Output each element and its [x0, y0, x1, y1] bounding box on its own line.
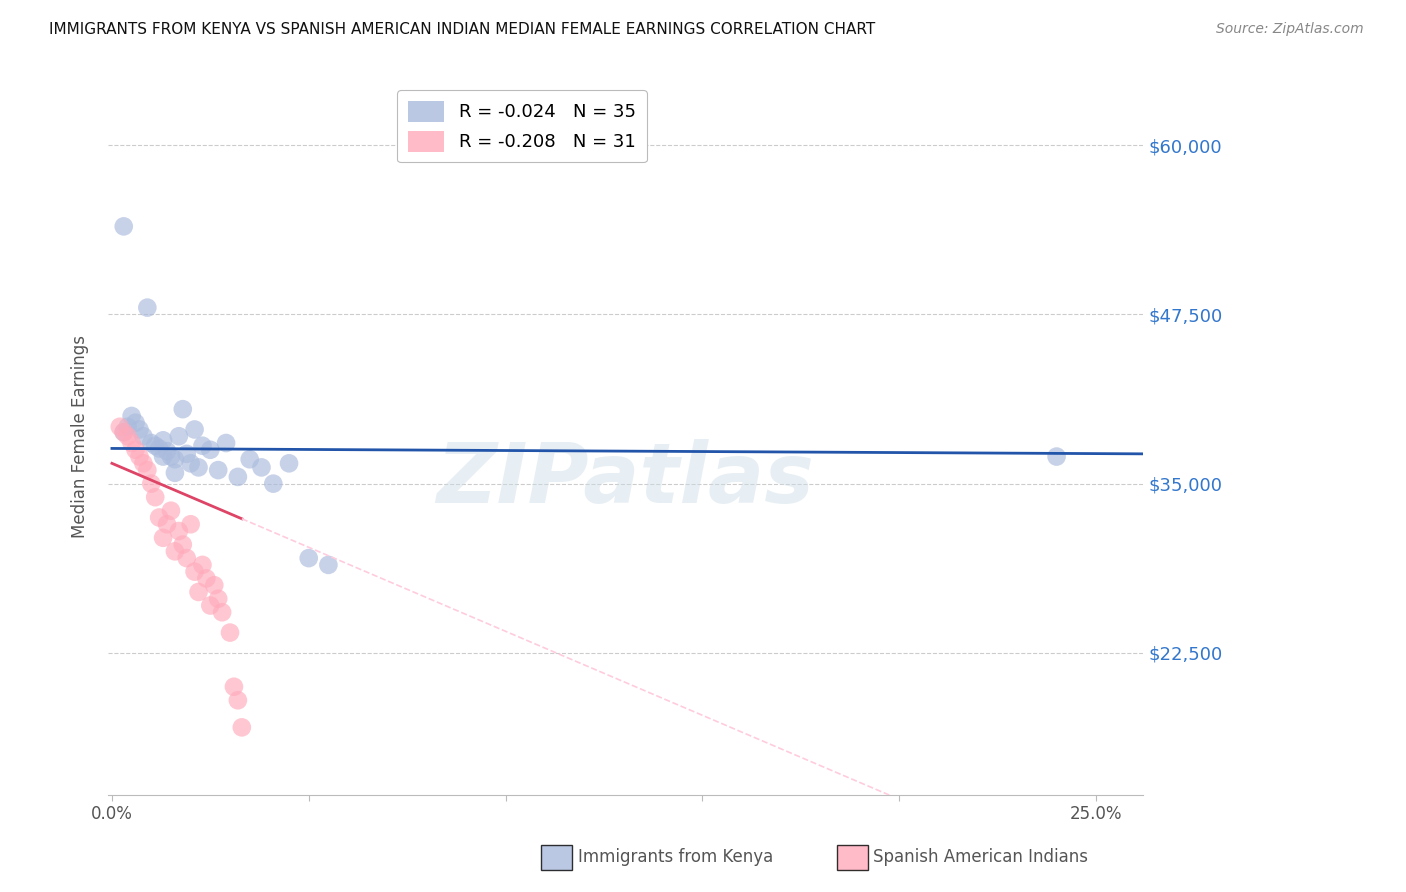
Point	[1045, 450, 1067, 464]
Point	[200, 599, 222, 613]
Point	[141, 436, 163, 450]
Point	[141, 476, 163, 491]
Point	[136, 301, 159, 315]
Point	[163, 452, 186, 467]
Point	[222, 680, 245, 694]
Point	[211, 605, 233, 619]
Point	[148, 442, 170, 456]
Point	[262, 476, 284, 491]
Point	[172, 538, 194, 552]
Point	[108, 419, 131, 434]
Point	[191, 558, 214, 572]
Point	[167, 524, 190, 538]
Point	[117, 429, 139, 443]
Point	[226, 693, 249, 707]
Point	[250, 460, 273, 475]
Point	[202, 578, 225, 592]
Text: Immigrants from Kenya: Immigrants from Kenya	[578, 848, 773, 866]
Text: Spanish American Indians: Spanish American Indians	[873, 848, 1088, 866]
Point	[231, 720, 253, 734]
Point	[318, 558, 340, 572]
Point	[191, 439, 214, 453]
Point	[156, 444, 179, 458]
Point	[112, 425, 135, 440]
Legend: R = -0.024   N = 35, R = -0.208   N = 31: R = -0.024 N = 35, R = -0.208 N = 31	[398, 90, 647, 162]
Point	[112, 425, 135, 440]
Y-axis label: Median Female Earnings: Median Female Earnings	[72, 334, 89, 538]
Point	[128, 422, 150, 436]
Point	[163, 544, 186, 558]
Point	[124, 442, 146, 457]
Point	[121, 436, 143, 450]
Point	[239, 452, 262, 467]
Point	[180, 517, 202, 532]
Point	[156, 517, 179, 532]
Point	[167, 429, 190, 443]
Point	[152, 531, 174, 545]
Point	[143, 439, 166, 453]
Point	[132, 429, 155, 443]
Point	[226, 470, 249, 484]
Point	[148, 510, 170, 524]
Point	[176, 551, 198, 566]
Point	[117, 419, 139, 434]
Point	[187, 585, 209, 599]
Point	[143, 490, 166, 504]
Point	[298, 551, 321, 566]
Point	[180, 456, 202, 470]
Point	[187, 460, 209, 475]
Point	[200, 442, 222, 457]
Point	[160, 450, 183, 464]
Point	[278, 456, 301, 470]
Point	[219, 625, 242, 640]
Point	[207, 591, 229, 606]
Point	[124, 416, 146, 430]
Point	[172, 402, 194, 417]
Point	[136, 463, 159, 477]
Point	[152, 450, 174, 464]
Point	[132, 456, 155, 470]
Point	[176, 447, 198, 461]
Point	[121, 409, 143, 423]
Point	[215, 436, 238, 450]
Point	[207, 463, 229, 477]
Text: ZIPatlas: ZIPatlas	[437, 439, 814, 520]
Text: Source: ZipAtlas.com: Source: ZipAtlas.com	[1216, 22, 1364, 37]
Point	[183, 422, 205, 436]
Point	[195, 571, 218, 585]
Point	[152, 434, 174, 448]
Point	[163, 466, 186, 480]
Text: IMMIGRANTS FROM KENYA VS SPANISH AMERICAN INDIAN MEDIAN FEMALE EARNINGS CORRELAT: IMMIGRANTS FROM KENYA VS SPANISH AMERICA…	[49, 22, 876, 37]
Point	[112, 219, 135, 234]
Point	[160, 504, 183, 518]
Point	[128, 450, 150, 464]
Point	[183, 565, 205, 579]
